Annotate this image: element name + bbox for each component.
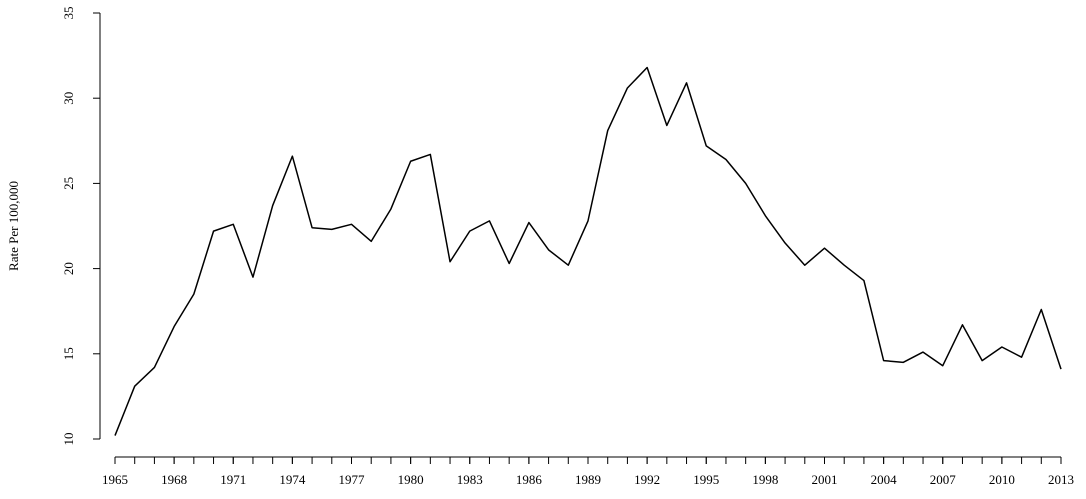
x-tick-label: 1971 xyxy=(220,472,246,487)
x-tick-label: 1998 xyxy=(752,472,778,487)
x-tick-label: 1995 xyxy=(693,472,719,487)
x-tick-label: 1992 xyxy=(634,472,660,487)
y-tick-label: 30 xyxy=(61,92,76,105)
y-axis-label: Rate Per 100,000 xyxy=(6,181,21,271)
x-tick-label: 2004 xyxy=(871,472,898,487)
y-tick-label: 25 xyxy=(61,177,76,190)
x-tick-label: 1986 xyxy=(516,472,543,487)
x-tick-label: 1968 xyxy=(161,472,187,487)
y-tick-label: 20 xyxy=(61,262,76,275)
y-tick-label: 10 xyxy=(61,433,76,446)
data-line xyxy=(114,66,1062,436)
y-tick-label: 35 xyxy=(61,7,76,20)
x-tick-label: 1980 xyxy=(398,472,424,487)
x-tick-label: 2010 xyxy=(989,472,1015,487)
x-tick-label: 1974 xyxy=(279,472,306,487)
x-tick-label: 1965 xyxy=(102,472,128,487)
x-tick-label: 1989 xyxy=(575,472,601,487)
x-tick-label: 2001 xyxy=(812,472,838,487)
y-tick-label: 15 xyxy=(61,347,76,360)
x-tick-label: 1983 xyxy=(457,472,483,487)
x-tick-label: 2013 xyxy=(1048,472,1074,487)
x-tick-label: 1977 xyxy=(339,472,366,487)
x-tick-label: 2007 xyxy=(930,472,957,487)
